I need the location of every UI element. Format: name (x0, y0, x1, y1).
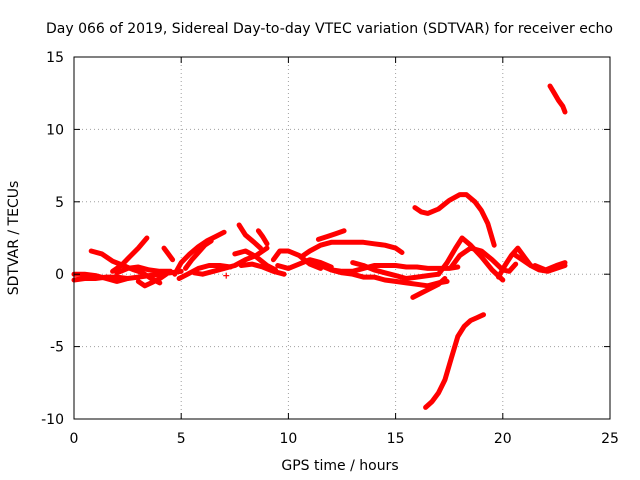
series-trace-4 (110, 235, 150, 274)
series-trace-8 (172, 229, 227, 277)
series-trace-14 (238, 261, 287, 277)
series-trace-9 (176, 263, 233, 281)
series-trace-15 (255, 228, 270, 247)
series-trace-21 (328, 267, 450, 289)
series-trace-11 (191, 245, 270, 277)
y-axis-label: SDTVAR / TECUs (6, 181, 22, 296)
series-trace-10 (183, 238, 214, 271)
series-trace-20 (315, 228, 347, 242)
y-tick-label: -5 (50, 340, 64, 356)
x-axis-label: GPS time / hours (281, 458, 398, 474)
series-trace-5 (114, 264, 173, 276)
series-trace-12 (236, 222, 263, 251)
y-tick-label: 10 (46, 122, 64, 138)
grid-layer (74, 57, 610, 419)
series-trace-30 (423, 312, 486, 410)
y-tick-label: 15 (46, 50, 64, 66)
chart-title: Day 066 of 2019, Sidereal Day-to-day VTE… (46, 21, 613, 37)
series-trace-17 (275, 257, 334, 271)
series-trace-7 (161, 245, 176, 263)
series-trace-6 (135, 271, 169, 289)
series-trace-25 (436, 235, 506, 283)
series-trace-26 (448, 245, 519, 274)
series-trace-22 (350, 260, 441, 281)
x-tick-label: 5 (177, 431, 186, 447)
series-trace-31 (547, 83, 568, 115)
tick-layer: 0 5 10 15 20 25 -10 -5 0 5 10 15 (41, 50, 619, 447)
y-tick-label: 5 (55, 195, 64, 211)
series-isolated-point (223, 272, 230, 279)
x-tick-label: 0 (70, 431, 79, 447)
y-tick-label: -10 (41, 412, 64, 428)
x-tick-label: 25 (601, 431, 619, 447)
series-trace-23 (410, 276, 448, 300)
series-layer (71, 83, 568, 410)
y-tick-label: 0 (55, 267, 64, 283)
x-tick-label: 10 (279, 431, 297, 447)
series-trace-13 (232, 248, 278, 273)
x-tick-label: 15 (387, 431, 405, 447)
series-trace-18 (298, 239, 405, 260)
x-tick-label: 20 (494, 431, 512, 447)
series-trace-16 (270, 248, 324, 271)
series-trace-29 (532, 260, 568, 273)
series-trace-24 (412, 192, 497, 248)
series-trace-2 (71, 271, 131, 284)
plot-frame (73, 56, 611, 420)
